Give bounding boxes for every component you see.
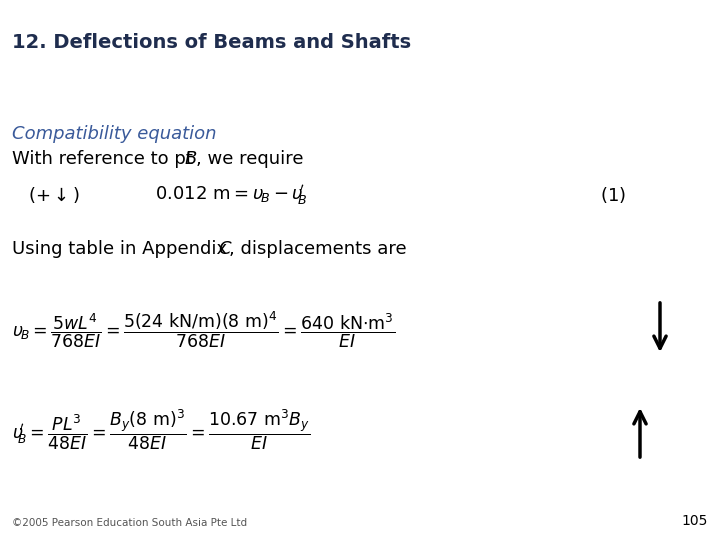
Text: , we require: , we require (196, 150, 304, 168)
Text: B: B (185, 150, 197, 168)
Text: , displacements are: , displacements are (229, 240, 407, 258)
Text: EXAMPLE 12.22 (SOLN): EXAMPLE 12.22 (SOLN) (12, 96, 284, 116)
Text: $(1)$: $(1)$ (600, 185, 626, 205)
Text: Using table in Appendix: Using table in Appendix (12, 240, 233, 258)
Text: $(+\downarrow)$: $(+\downarrow)$ (28, 185, 80, 205)
Text: Compatibility equation: Compatibility equation (12, 125, 217, 143)
Text: $0.012\ \mathrm{m} = \upsilon_{\!B} - \upsilon\!^{\prime}_{\!B}$: $0.012\ \mathrm{m} = \upsilon_{\!B} - \u… (155, 183, 307, 207)
Text: $\upsilon_{\!B} = \dfrac{5wL^4}{768EI} = \dfrac{5(24\ \mathrm{kN/m})(8\ \mathrm{: $\upsilon_{\!B} = \dfrac{5wL^4}{768EI} =… (12, 310, 395, 350)
Text: C: C (218, 240, 230, 258)
Text: With reference to pt: With reference to pt (12, 150, 199, 168)
Text: ©2005 Pearson Education South Asia Pte Ltd: ©2005 Pearson Education South Asia Pte L… (12, 518, 247, 528)
Text: 12. Deflections of Beams and Shafts: 12. Deflections of Beams and Shafts (12, 33, 410, 52)
Text: $\upsilon\!^{\prime}_{\!B} = \dfrac{PL^3}{48EI} = \dfrac{B_y(8\ \mathrm{m})^3}{4: $\upsilon\!^{\prime}_{\!B} = \dfrac{PL^3… (12, 408, 310, 452)
Text: 105: 105 (682, 514, 708, 528)
